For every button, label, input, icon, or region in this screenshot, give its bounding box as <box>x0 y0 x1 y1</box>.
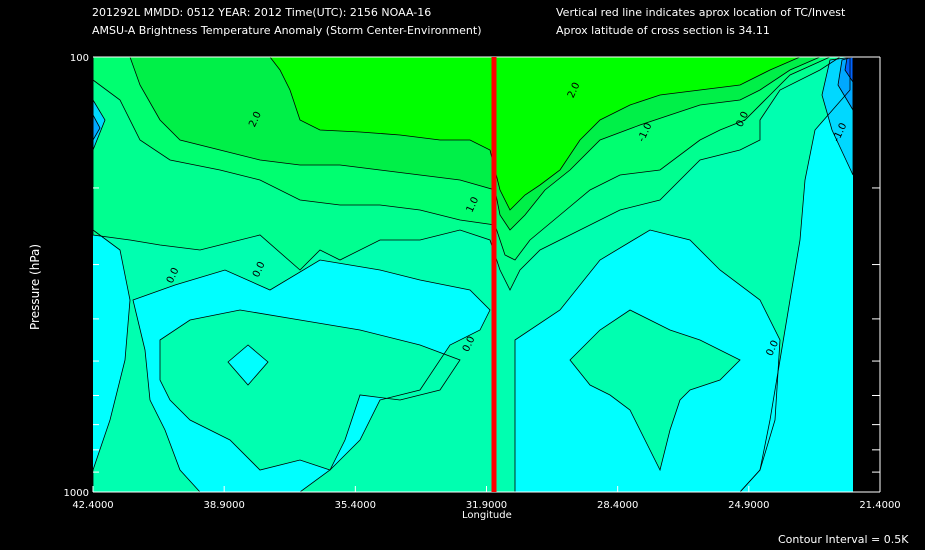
y-tick-labels: 100 1000 <box>64 53 89 499</box>
contour-band-15 <box>845 57 853 82</box>
contour-line-7 <box>92 56 831 261</box>
contour-line-3 <box>159 309 461 471</box>
y-tick-label-1: 1000 <box>64 488 89 499</box>
contour-band-10 <box>160 57 800 210</box>
x-tick-label-5: 24.9000 <box>728 500 769 511</box>
x-tick-label-3: 31.9000 <box>466 500 507 511</box>
contour-fills <box>93 57 853 492</box>
x-tick-labels: 42.4000 38.9000 35.4000 31.9000 28.4000 24.90… <box>72 486 901 511</box>
contour-line-11 <box>92 114 101 142</box>
contour-line-8 <box>129 56 821 231</box>
contour-line-6 <box>92 56 842 291</box>
contour-band-11 <box>93 100 105 150</box>
contour-line-9 <box>160 56 801 211</box>
contour-band-12 <box>93 115 100 140</box>
contour-line-12 <box>821 56 854 176</box>
x-tick-label-0: 42.4000 <box>72 500 113 511</box>
contour-band-6 <box>228 345 268 385</box>
x-tick-label-6: 21.4000 <box>859 500 900 511</box>
contour-interval-label: Contour Interval = 0.5K <box>778 533 909 546</box>
x-tick-label-1: 38.9000 <box>203 500 244 511</box>
x-axis-label: Longitude <box>462 510 512 521</box>
header-line2-left: AMSU-A Brightness Temperature Anomaly (S… <box>92 24 482 37</box>
contour-line-1 <box>132 259 491 493</box>
contour-band-5 <box>570 310 740 470</box>
y-tick-label-0: 100 <box>70 53 89 64</box>
header-line2-right: Aprox latitude of cross section is 34.11 <box>556 24 770 37</box>
y-axis-label: Pressure (hPa) <box>28 243 42 330</box>
contour-band-4 <box>160 310 460 470</box>
header-line1-right: Vertical red line indicates aprox locati… <box>556 6 846 19</box>
header-line1-left: 201292L MMDD: 0512 YEAR: 2012 Time(UTC):… <box>92 6 432 19</box>
x-tick-label-4: 28.4000 <box>597 500 638 511</box>
contour-line-5 <box>227 344 269 386</box>
contour-line-13 <box>837 56 854 112</box>
contour-line-14 <box>844 56 854 84</box>
contour-line-4 <box>569 309 741 472</box>
x-tick-label-2: 35.4000 <box>335 500 376 511</box>
